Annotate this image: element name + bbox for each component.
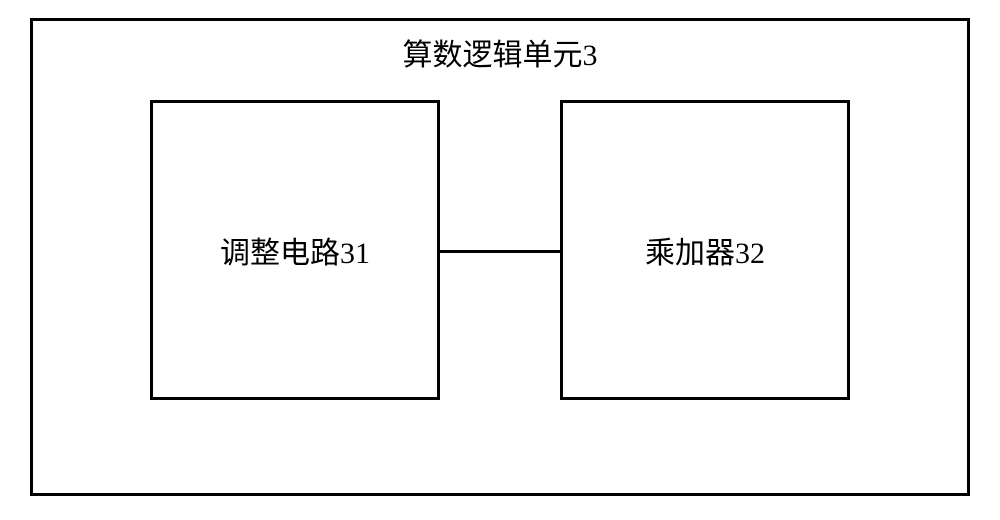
node-adjust-circuit-31: 调整电路31 [150,100,440,400]
diagram-title: 算数逻辑单元3 [380,30,620,74]
node-label: 调整电路31 [220,228,370,272]
node-label: 乘加器32 [645,228,765,272]
diagram-canvas: 算数逻辑单元3 调整电路31 乘加器32 [0,0,1000,520]
node-mac-32: 乘加器32 [560,100,850,400]
edge-connector [440,250,560,253]
